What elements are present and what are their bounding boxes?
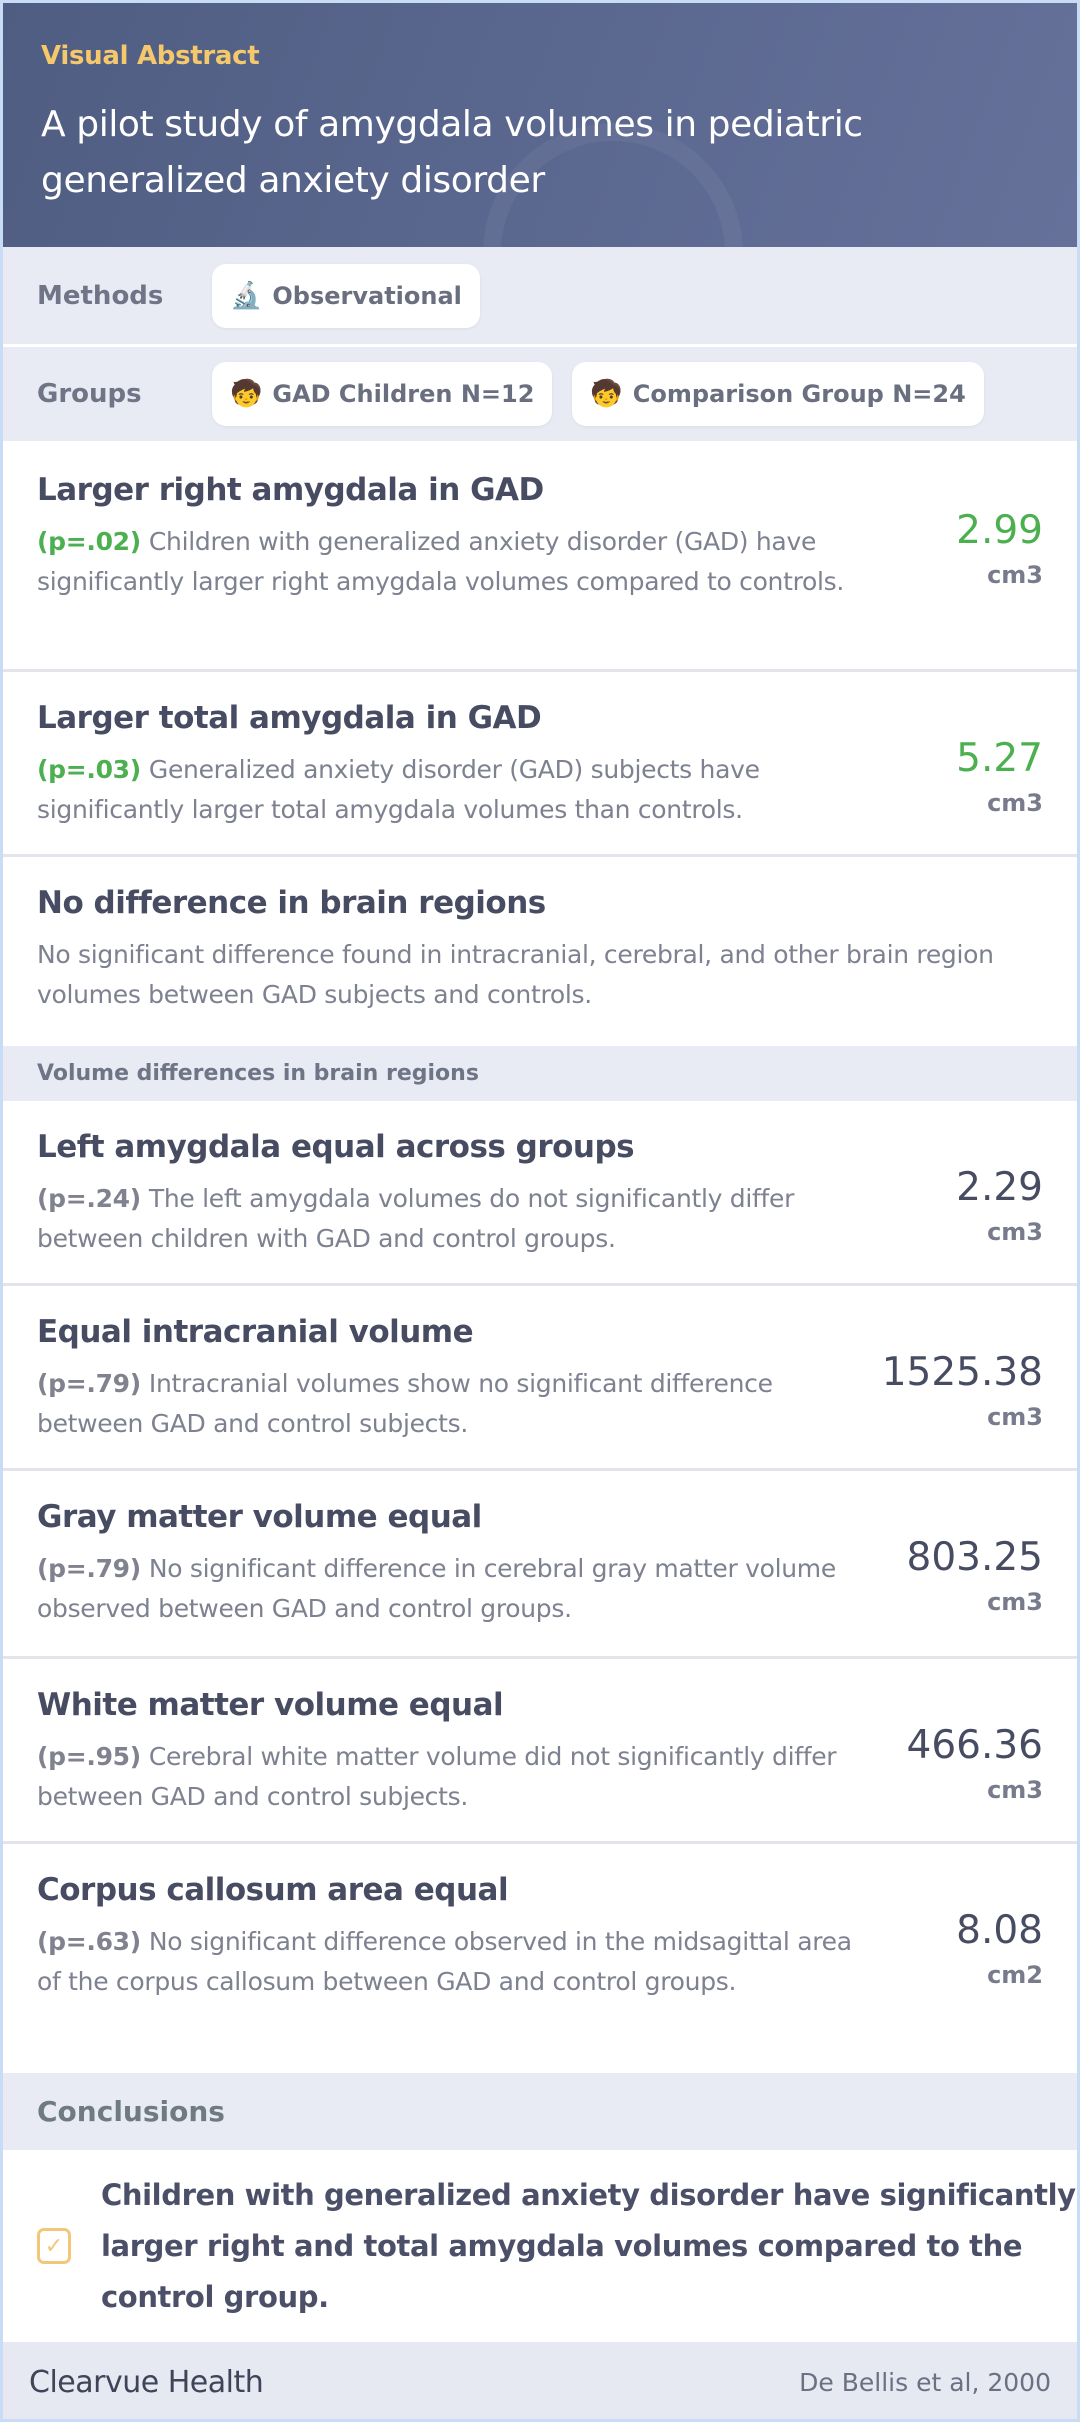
finding-item: Larger right amygdala in GAD (p=.02) Chil… bbox=[3, 444, 1077, 672]
finding-item: Larger total amygdala in GAD (p=.03) Gene… bbox=[3, 672, 1077, 857]
region-value: 2.29 bbox=[956, 1165, 1043, 1210]
finding-value: 2.99 bbox=[956, 508, 1043, 553]
region-value: 8.08 bbox=[956, 1908, 1043, 1953]
checkbox-icon: ✓ bbox=[37, 2228, 71, 2264]
header: Visual Abstract A pilot study of amygdal… bbox=[3, 3, 1077, 247]
section-header: Volume differences in brain regions bbox=[3, 1046, 1077, 1101]
finding-unit: cm3 bbox=[987, 789, 1043, 817]
region-body: Cerebral white matter volume did not sig… bbox=[37, 1742, 837, 1811]
region-body: The left amygdala volumes do not signifi… bbox=[37, 1184, 795, 1253]
methods-row: Methods 🔬 Observational bbox=[3, 247, 1077, 347]
footer: Clearvue Health De Bellis et al, 2000 bbox=[3, 2342, 1077, 2419]
chip-label: GAD Children N=12 bbox=[272, 380, 535, 408]
region-body: No significant difference in cerebral gr… bbox=[37, 1554, 836, 1623]
methods-label: Methods bbox=[37, 280, 164, 311]
finding-body: Generalized anxiety disorder (GAD) subje… bbox=[37, 755, 760, 824]
region-item: Corpus callosum area equal (p=.63) No sig… bbox=[3, 1844, 1077, 2073]
groups-row: Groups 🧒 GAD Children N=12 🧒 Comparison Gr… bbox=[3, 347, 1077, 444]
p-value: (p=.79) bbox=[37, 1554, 141, 1583]
conclusions-header: Conclusions bbox=[3, 2073, 1077, 2150]
p-value: (p=.63) bbox=[37, 1927, 141, 1956]
microscope-icon: 🔬 bbox=[230, 280, 263, 311]
finding-title: Larger right amygdala in GAD bbox=[37, 472, 544, 508]
region-unit: cm3 bbox=[987, 1403, 1043, 1431]
p-value: (p=.79) bbox=[37, 1369, 141, 1398]
finding-body: Children with generalized anxiety disord… bbox=[37, 527, 845, 596]
region-unit: cm3 bbox=[987, 1588, 1043, 1616]
finding-title: No difference in brain regions bbox=[37, 885, 546, 921]
child-icon: 🧒 bbox=[590, 379, 623, 409]
conclusion-item: ✓ Children with generalized anxiety diso… bbox=[3, 2150, 1077, 2342]
brand-logo: Clearvue Health bbox=[29, 2364, 264, 2400]
region-unit: cm3 bbox=[987, 1776, 1043, 1804]
region-title: White matter volume equal bbox=[37, 1687, 504, 1723]
region-unit: cm3 bbox=[987, 1218, 1043, 1246]
finding-item: No difference in brain regions No signif… bbox=[3, 857, 1077, 1046]
group-chip: 🧒 Comparison Group N=24 bbox=[572, 362, 984, 426]
region-title: Corpus callosum area equal bbox=[37, 1872, 509, 1908]
kicker: Visual Abstract bbox=[41, 41, 260, 71]
group-chip: 🧒 GAD Children N=12 bbox=[212, 362, 553, 426]
method-chip: 🔬 Observational bbox=[212, 263, 480, 328]
conclusion-text: Children with generalized anxiety disord… bbox=[101, 2177, 1076, 2314]
page-title: A pilot study of amygdala volumes in ped… bbox=[41, 104, 863, 201]
finding-unit: cm3 bbox=[987, 561, 1043, 589]
chip-label: Comparison Group N=24 bbox=[632, 380, 966, 408]
p-value: (p=.02) bbox=[37, 527, 141, 556]
region-title: Gray matter volume equal bbox=[37, 1499, 482, 1535]
region-body: Intracranial volumes show no significant… bbox=[37, 1369, 773, 1438]
finding-value: 5.27 bbox=[956, 736, 1043, 781]
finding-title: Larger total amygdala in GAD bbox=[37, 700, 542, 736]
region-value: 803.25 bbox=[906, 1535, 1043, 1580]
region-item: White matter volume equal (p=.95) Cerebra… bbox=[3, 1659, 1077, 1844]
region-item: Gray matter volume equal (p=.79) No signi… bbox=[3, 1471, 1077, 1659]
visual-abstract-card: Visual Abstract A pilot study of amygdal… bbox=[3, 3, 1077, 2419]
region-item: Equal intracranial volume (p=.79) Intracr… bbox=[3, 1286, 1077, 1471]
groups-label: Groups bbox=[37, 379, 142, 409]
p-value: (p=.24) bbox=[37, 1184, 141, 1213]
region-item: Left amygdala equal across groups (p=.24… bbox=[3, 1101, 1077, 1286]
region-unit: cm2 bbox=[987, 1961, 1043, 1989]
p-value: (p=.95) bbox=[37, 1742, 141, 1771]
region-title: Left amygdala equal across groups bbox=[37, 1129, 635, 1165]
region-title: Equal intracranial volume bbox=[37, 1314, 474, 1350]
region-body: No significant difference observed in th… bbox=[37, 1927, 852, 1996]
child-icon: 🧒 bbox=[230, 379, 263, 409]
region-value: 1525.38 bbox=[881, 1350, 1043, 1395]
chip-label: Observational bbox=[272, 281, 462, 310]
citation: De Bellis et al, 2000 bbox=[799, 2367, 1051, 2397]
finding-body: No significant difference found in intra… bbox=[37, 940, 994, 1009]
p-value: (p=.03) bbox=[37, 755, 141, 784]
region-value: 466.36 bbox=[906, 1723, 1043, 1768]
